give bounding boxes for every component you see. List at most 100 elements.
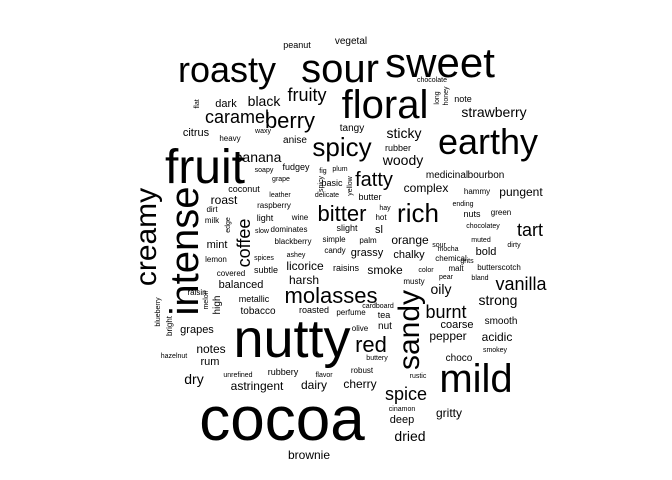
word-pepper: pepper [429, 329, 466, 343]
word-high: high [212, 296, 223, 315]
word-slow: slow [255, 228, 270, 235]
word-rum: rum [201, 356, 220, 368]
word-chocolatey: chocolatey [466, 223, 500, 230]
word-dark: dark [215, 98, 237, 110]
word-woody: woody [382, 152, 423, 168]
word-mild: mild [439, 357, 512, 401]
word-strawberry: strawberry [461, 104, 526, 120]
word-sl: sl [375, 224, 383, 236]
word-citrus: citrus [183, 127, 210, 139]
word-hazelnut: hazelnut [161, 353, 188, 360]
word-waxy: waxy [254, 128, 271, 135]
word-cardboard: cardboard [362, 303, 394, 310]
word-hammy: hammy [464, 187, 490, 196]
word-fig: fig [319, 168, 327, 175]
word-grapes: grapes [180, 324, 214, 336]
word-sandy: sandy [393, 290, 426, 370]
word-complex: complex [404, 181, 449, 195]
word-tangy: tangy [340, 123, 364, 134]
word-acidic: acidic [482, 330, 513, 344]
word-nuts: nuts [463, 209, 481, 219]
word-soapy: soapy [255, 167, 274, 174]
word-chalky: chalky [393, 249, 425, 261]
word-rustic: rustic [410, 373, 427, 380]
word-molasses: molasses [285, 283, 378, 308]
word-bitter: bitter [318, 201, 367, 226]
word-spicy-small: spicy [318, 176, 325, 192]
word-malt: malt [448, 264, 464, 273]
word-caramel: caramel [205, 107, 269, 127]
word-dominates: dominates [271, 225, 308, 234]
word-note: note [454, 94, 472, 104]
word-covered: covered [217, 269, 245, 278]
word-bourbon: bourbon [468, 170, 505, 181]
word-peanut: peanut [283, 40, 311, 50]
word-dirty: dirty [507, 242, 521, 249]
word-bold: bold [476, 246, 497, 258]
word-hot: hot [375, 213, 387, 222]
word-earthy: earthy [438, 121, 538, 162]
word-sour: sour [301, 47, 379, 91]
word-smoke: smoke [367, 263, 403, 277]
word-bright: bright [165, 315, 174, 336]
word-deep: deep [390, 414, 414, 426]
word-mocha: mocha [437, 246, 458, 253]
word-pungent: pungent [499, 185, 543, 199]
word-intense: intense [163, 187, 207, 316]
word-grits: grits [460, 258, 474, 265]
word-coarse: coarse [440, 319, 473, 331]
word-delicate: delicate [315, 192, 339, 199]
word-leather: leather [269, 192, 291, 199]
word-blueberry: blueberry [155, 297, 162, 327]
word-butterscotch: butterscotch [477, 263, 521, 272]
word-fatty: fatty [355, 169, 393, 191]
word-cherry: cherry [343, 377, 376, 391]
word-heavy: heavy [219, 134, 240, 143]
word-cocoa: cocoa [199, 385, 365, 454]
word-muted: muted [471, 237, 491, 244]
word-dry: dry [184, 371, 203, 387]
word-rubber: rubber [385, 143, 411, 153]
word-green: green [491, 208, 511, 217]
word-chocolate: chocolate [417, 77, 447, 84]
word-chemical: chemical [435, 254, 467, 263]
word-plum: plum [332, 166, 347, 173]
word-unrefined: unrefined [223, 372, 252, 379]
word-coconut: coconut [228, 184, 260, 194]
word-raisin: raisin [187, 288, 206, 297]
word-coffee: coffee [234, 219, 254, 268]
word-perfume: perfume [336, 308, 366, 317]
word-dairy: dairy [301, 378, 327, 392]
word-strong: strong [479, 292, 518, 308]
word-sour-small: sour [432, 242, 446, 249]
word-light: light [257, 213, 274, 223]
word-olive: olive [352, 324, 369, 333]
word-oily: oily [430, 281, 451, 297]
word-flavor: flavor [315, 372, 333, 379]
word-sticky: sticky [387, 125, 422, 141]
word-raspberry: raspberry [257, 201, 291, 210]
word-candy: candy [324, 246, 345, 255]
word-palm: palm [359, 236, 377, 245]
word-anise: anise [283, 135, 307, 146]
word-color: color [418, 267, 434, 274]
word-melon: melon [203, 290, 210, 309]
word-roast: roast [211, 193, 238, 207]
word-lemon: lemon [205, 255, 227, 264]
word-yellow: yellow [347, 175, 354, 195]
word-mint: mint [207, 239, 228, 251]
word-raisins: raisins [333, 263, 360, 273]
word-tea: tea [378, 310, 391, 320]
word-gritty: gritty [436, 406, 462, 420]
word-buttery: buttery [366, 355, 388, 362]
word-roasted: roasted [299, 305, 329, 315]
word-smokey: smokey [483, 347, 508, 354]
word-spicy: spicy [312, 132, 371, 162]
word-fruity: fruity [287, 85, 326, 105]
word-metallic: metallic [239, 294, 270, 304]
word-berry: berry [265, 108, 315, 133]
word-roasty: roasty [178, 49, 276, 90]
word-sweet: sweet [385, 39, 495, 86]
word-creamy: creamy [130, 188, 163, 286]
